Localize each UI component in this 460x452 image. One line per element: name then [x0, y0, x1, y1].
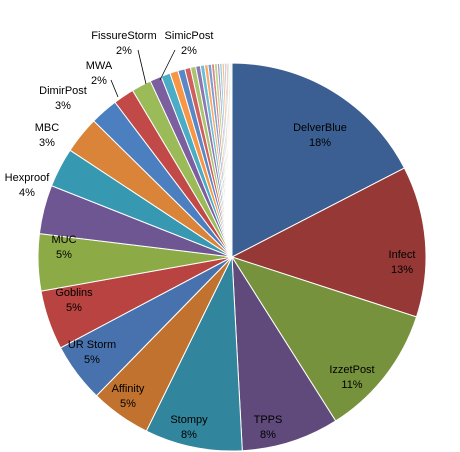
slice-label: FissureStorm 2% [91, 30, 156, 57]
slice-label: UR Storm 5% [68, 339, 116, 366]
slice-percent-label: 8% [181, 429, 197, 441]
slice-name-label: TPPS [254, 414, 283, 426]
slice-name-label: MBC [35, 122, 60, 134]
slice-percent-label: 3% [55, 100, 71, 112]
slice-label: DelverBlue 18% [293, 122, 347, 149]
pie-slices [37, 62, 427, 452]
slice-percent-label: 5% [84, 354, 100, 366]
slice-label: TPPS 8% [254, 414, 283, 441]
slice-percent-label: 5% [120, 398, 136, 410]
slice-name-label: Goblins [55, 287, 93, 299]
leader-line [137, 49, 147, 85]
slice-label: MBC 3% [35, 122, 60, 149]
slice-label: Affinity 5% [112, 383, 145, 410]
slice-label: Infect 13% [389, 249, 416, 276]
pie-slice-infect [230, 167, 427, 318]
slice-percent-label: 11% [341, 379, 362, 391]
slice-label: Hexproof 4% [5, 172, 51, 199]
slice-label: Stompy 8% [170, 414, 208, 441]
slice-percent-label: 2% [181, 45, 197, 57]
slice-name-label: FissureStorm [91, 30, 156, 42]
slice-name-label: UR Storm [68, 339, 116, 351]
slice-name-label: IzzetPost [329, 364, 374, 376]
leader-line [159, 49, 176, 81]
slice-percent-label: 5% [66, 302, 82, 314]
slice-name-label: SimicPost [165, 30, 214, 42]
slice-label: DimirPost 3% [39, 85, 87, 112]
slice-labels: DelverBlue 18% Infect 13% IzzetPost 11% TPPS 8%… [5, 30, 416, 441]
slice-name-label: Stompy [170, 414, 208, 426]
slice-percent-label: 4% [19, 187, 35, 199]
slice-label: IzzetPost 11% [329, 364, 374, 391]
slice-percent-label: 8% [260, 429, 276, 441]
slice-percent-label: 2% [91, 75, 107, 87]
slice-percent-label: 18% [309, 137, 331, 149]
slice-label: MUC 5% [51, 234, 76, 261]
slice-name-label: DimirPost [39, 85, 87, 97]
slice-name-label: Hexproof [5, 172, 51, 184]
slice-name-label: Infect [389, 249, 416, 261]
slice-name-label: DelverBlue [293, 122, 347, 134]
leader-line [110, 79, 119, 98]
leader-lines [110, 49, 176, 98]
pie-slice-delverblue [231, 62, 406, 258]
slice-name-label: Affinity [112, 383, 145, 395]
pie-slice-other-34 [230, 62, 233, 258]
slice-percent-label: 13% [391, 264, 413, 276]
pie-slice-izzetpost [230, 256, 418, 422]
pie-slice-stompy [145, 255, 243, 452]
slice-label: SimicPost 2% [165, 30, 214, 57]
pie-slice-tpps [231, 255, 337, 452]
slice-label: Goblins 5% [55, 287, 93, 314]
slice-percent-label: 5% [56, 249, 72, 261]
slice-percent-label: 2% [116, 45, 132, 57]
slice-name-label: MWA [86, 60, 113, 72]
slice-name-label: MUC [51, 234, 76, 246]
slice-label: MWA 2% [86, 60, 113, 87]
slice-percent-label: 3% [39, 137, 55, 149]
